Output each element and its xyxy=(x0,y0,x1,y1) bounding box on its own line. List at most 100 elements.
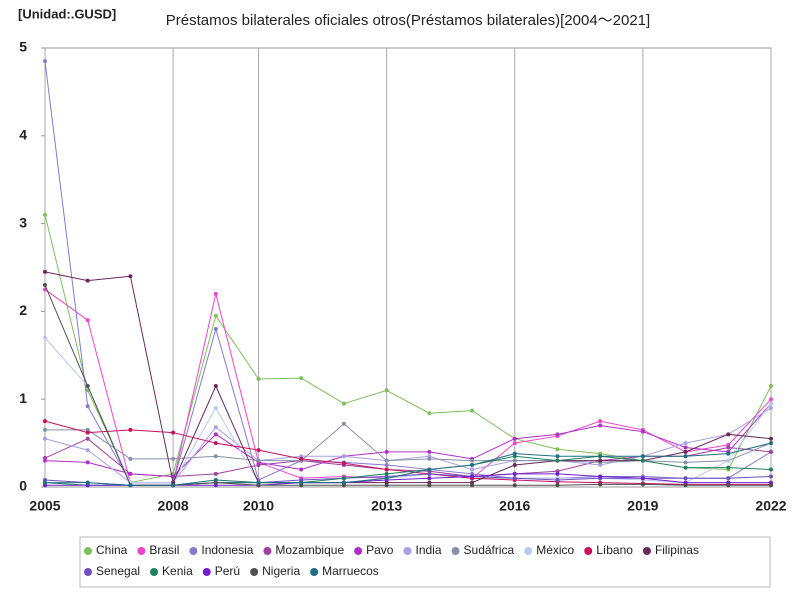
y-tick-label: 1 xyxy=(19,390,27,406)
point xyxy=(726,465,731,470)
point xyxy=(598,458,603,463)
point xyxy=(470,458,475,463)
point xyxy=(640,482,645,487)
point xyxy=(43,283,47,288)
point xyxy=(512,458,517,463)
point xyxy=(299,467,304,472)
point xyxy=(128,483,133,488)
point xyxy=(85,460,90,465)
series-line xyxy=(44,284,771,486)
point xyxy=(256,377,261,382)
point xyxy=(683,483,688,488)
point xyxy=(726,432,731,437)
legend-swatch xyxy=(150,568,159,576)
legend-label: Nigeria xyxy=(262,564,300,578)
point xyxy=(470,474,475,479)
point xyxy=(85,318,90,323)
legend-label: Indonesia xyxy=(201,543,253,557)
point xyxy=(512,476,517,481)
legend-label: Senegal xyxy=(96,564,140,578)
point xyxy=(384,483,389,488)
point xyxy=(384,476,389,481)
legend-label: India xyxy=(415,543,441,557)
point xyxy=(470,467,475,472)
point xyxy=(427,449,432,454)
point xyxy=(512,441,517,446)
point xyxy=(769,384,773,389)
point xyxy=(384,388,389,393)
point xyxy=(256,458,261,463)
point xyxy=(213,405,218,410)
legend-swatch xyxy=(354,547,363,555)
legend-label: China xyxy=(96,543,128,557)
point xyxy=(640,476,645,481)
point xyxy=(512,451,517,456)
point xyxy=(384,449,389,454)
point xyxy=(683,454,688,459)
x-tick-label: 2010 xyxy=(243,498,274,514)
legend-swatch xyxy=(403,547,412,555)
point xyxy=(726,451,731,456)
point xyxy=(769,483,773,488)
x-tick-label: 2019 xyxy=(627,498,658,514)
point xyxy=(726,476,731,481)
point xyxy=(683,449,688,454)
point xyxy=(555,458,560,463)
series-line xyxy=(45,442,772,486)
legend-swatch xyxy=(250,568,259,576)
point xyxy=(769,401,773,406)
point xyxy=(85,448,90,453)
y-tick-label: 0 xyxy=(19,478,27,494)
point xyxy=(726,445,731,450)
series-line xyxy=(44,403,772,477)
point xyxy=(128,456,133,461)
point xyxy=(128,471,133,476)
point xyxy=(598,423,603,428)
point xyxy=(598,482,603,487)
point xyxy=(683,441,688,446)
point xyxy=(512,471,517,476)
point xyxy=(256,448,261,453)
point xyxy=(213,454,218,459)
point xyxy=(427,483,432,488)
legend-swatch xyxy=(310,568,319,576)
point xyxy=(213,432,218,437)
x-tick-label: 2005 xyxy=(29,498,60,514)
point xyxy=(683,460,688,465)
point xyxy=(470,463,475,468)
point xyxy=(427,456,432,461)
point xyxy=(726,483,731,488)
point xyxy=(427,471,432,476)
point xyxy=(769,436,773,441)
point xyxy=(341,480,346,485)
point xyxy=(640,454,645,459)
point xyxy=(555,471,560,476)
point xyxy=(43,480,47,485)
point xyxy=(85,278,90,283)
point xyxy=(769,474,773,479)
point xyxy=(213,384,218,389)
point xyxy=(683,445,688,450)
point xyxy=(213,291,218,296)
point xyxy=(470,408,475,413)
point xyxy=(384,463,389,468)
point xyxy=(128,274,133,279)
chart-title: Préstamos bilaterales oficiales otros(Pr… xyxy=(166,12,650,29)
point xyxy=(213,326,218,331)
point xyxy=(43,269,47,274)
point xyxy=(171,430,176,435)
legend-swatch xyxy=(202,568,211,576)
point xyxy=(299,456,304,461)
point xyxy=(341,476,346,481)
point xyxy=(384,471,389,476)
legend-swatch xyxy=(84,547,92,555)
plot-frame xyxy=(44,47,772,488)
point xyxy=(384,458,389,463)
legend-label: Pavo xyxy=(366,543,394,557)
legend-swatch xyxy=(642,547,651,555)
point xyxy=(512,436,517,441)
series-line xyxy=(44,214,772,484)
point xyxy=(598,474,603,479)
point xyxy=(213,441,218,446)
